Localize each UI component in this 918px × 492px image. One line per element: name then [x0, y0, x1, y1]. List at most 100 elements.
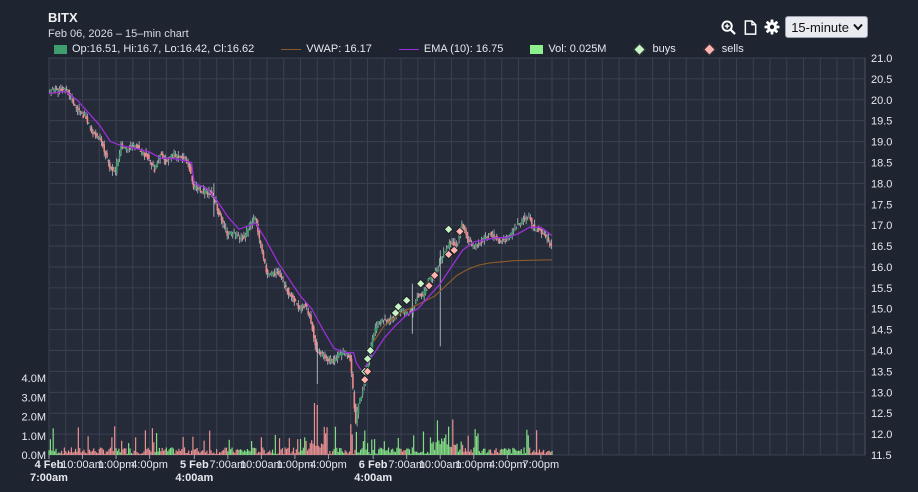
legend-sells[interactable]: sells: [702, 42, 744, 56]
candle-body: [271, 273, 273, 275]
legend-buys[interactable]: buys: [633, 42, 676, 56]
time-tick-label: 1:00pm: [455, 459, 492, 471]
candle-body: [503, 239, 505, 241]
candle-body: [523, 217, 526, 220]
volume-bar: [332, 451, 334, 455]
volume-bar: [277, 453, 279, 455]
volume-bar: [522, 453, 524, 455]
candle-body: [208, 191, 210, 194]
candle-body: [79, 111, 82, 113]
candle-body: [148, 154, 150, 159]
candle-body: [493, 234, 495, 240]
candle-body: [210, 191, 213, 195]
volume-bar: [467, 435, 469, 455]
volume-bar: [179, 451, 181, 455]
candle-body: [359, 397, 361, 404]
candle-body: [447, 246, 449, 248]
candle-body: [191, 175, 194, 182]
interval-select[interactable]: 15-minute: [785, 16, 868, 38]
volume-bar: [351, 434, 353, 455]
candle-body: [528, 214, 530, 216]
candle-body: [62, 87, 65, 89]
candle-body: [445, 248, 448, 252]
volume-bar: [313, 403, 316, 455]
candle-body: [441, 256, 444, 260]
volume-bar: [368, 452, 370, 455]
volume-bar: [112, 451, 114, 455]
candle-body: [329, 357, 332, 362]
time-tick-label: 1:00pm: [98, 459, 135, 471]
volume-bar: [315, 445, 317, 455]
candle-body: [181, 156, 184, 159]
gear-icon[interactable]: [763, 18, 781, 36]
candle-body: [318, 352, 321, 354]
price-tick-label: 15.5: [871, 283, 892, 295]
volume-bar: [515, 449, 517, 455]
candle-body: [462, 223, 465, 229]
volume-bar: [304, 437, 306, 455]
legend-ohlc[interactable]: Op:16.51, Hi:16.7, Lo:16.42, Cl:16.62: [54, 43, 254, 55]
volume-bar: [81, 451, 84, 455]
volume-bar: [58, 452, 60, 455]
volume-bar: [316, 404, 318, 455]
candle-body: [230, 231, 233, 235]
candle-body: [72, 98, 75, 105]
document-icon[interactable]: [741, 18, 759, 36]
volume-bar: [183, 447, 186, 455]
candle-body: [549, 242, 551, 247]
volume-bar: [357, 452, 359, 455]
volume-bar: [154, 451, 156, 455]
volume-bar: [425, 453, 427, 455]
candle-body: [58, 89, 61, 91]
volume-bar: [450, 447, 453, 455]
volume-bar: [130, 453, 133, 455]
volume-bar: [193, 449, 195, 455]
volume-bar: [260, 437, 262, 455]
volume-bar: [115, 448, 117, 455]
volume-bar: [353, 454, 355, 455]
candle-body: [399, 309, 402, 314]
candle-body: [132, 143, 135, 145]
volume-bar: [63, 447, 65, 455]
legend-ema[interactable]: EMA (10): 16.75: [398, 43, 503, 55]
candle-body: [180, 155, 182, 158]
volume-bar: [73, 451, 75, 455]
candle-body: [452, 241, 455, 246]
volume-bar: [396, 447, 398, 455]
volume-bar: [206, 450, 208, 455]
volume-bar: [97, 453, 99, 455]
candle-body: [491, 234, 494, 237]
volume-bar: [434, 450, 436, 455]
volume-bar: [306, 450, 309, 455]
volume-bar: [80, 452, 82, 455]
price-tick-label: 19.0: [871, 137, 892, 149]
volume-bar: [496, 452, 499, 455]
candle-body: [417, 296, 420, 298]
volume-bar: [197, 451, 200, 455]
volume-bar: [420, 452, 422, 455]
volume-bar: [70, 447, 72, 455]
volume-bar: [481, 450, 483, 455]
volume-bar: [66, 452, 68, 455]
candle-body: [76, 109, 79, 111]
legend-vwap[interactable]: VWAP: 16.17: [281, 43, 372, 55]
candle-body: [171, 156, 174, 158]
volume-bar: [355, 431, 357, 455]
volume-bar: [460, 441, 462, 455]
candle-body: [343, 350, 346, 352]
volume-bar: [108, 449, 110, 455]
legend-volume[interactable]: Vol: 0.025M: [530, 43, 606, 55]
candle-body: [199, 190, 202, 193]
candle-body: [497, 238, 500, 240]
candle-body: [160, 152, 163, 155]
volume-bar: [392, 448, 394, 455]
chart-legend: Op:16.51, Hi:16.7, Lo:16.42, Cl:16.62 VW…: [49, 41, 865, 57]
candle-body: [328, 358, 330, 362]
candle-body: [190, 166, 192, 174]
volume-bar: [214, 453, 216, 455]
volume-bar: [411, 447, 413, 455]
zoom-in-icon[interactable]: [719, 18, 737, 36]
volume-bar: [382, 449, 384, 455]
candle-body: [97, 136, 100, 139]
